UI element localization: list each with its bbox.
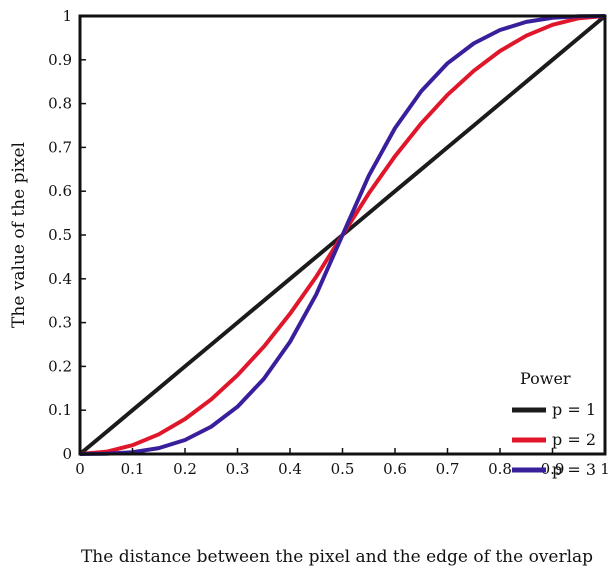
x-tick-label: 0.7 xyxy=(436,460,460,478)
y-tick-label: 0.9 xyxy=(48,51,72,69)
x-tick-label: 1 xyxy=(600,460,609,478)
y-tick-label: 0.6 xyxy=(48,182,72,200)
x-tick-label: 0 xyxy=(75,460,85,478)
plot-lines xyxy=(78,14,607,456)
y-tick-label: 0.2 xyxy=(48,357,72,375)
y-tick-label: 0.1 xyxy=(48,401,72,419)
y-axis-label: The value of the pixel xyxy=(9,142,29,328)
legend-label-p1: p = 1 xyxy=(552,400,596,419)
x-tick-label: 0.1 xyxy=(121,460,145,478)
series-line-p3 xyxy=(79,14,606,456)
legend: Power p = 1 p = 2 p = 3 xyxy=(512,369,596,479)
y-tick-label: 0.8 xyxy=(48,95,72,113)
y-tick-label: 0.3 xyxy=(48,314,72,332)
y-tick-label: 1 xyxy=(62,7,72,25)
x-axis-label: The distance between the pixel and the e… xyxy=(81,547,593,567)
x-tick-label: 0.3 xyxy=(226,460,250,478)
x-tick-label: 0.9 xyxy=(541,460,565,478)
x-tick-label: 0.4 xyxy=(278,460,302,478)
legend-label-p3: p = 3 xyxy=(552,460,596,479)
legend-label-p2: p = 2 xyxy=(552,430,596,449)
legend-title: Power xyxy=(520,369,571,388)
x-tick-label: 0.5 xyxy=(331,460,355,478)
x-axis-ticks: 0 0.1 0.2 0.3 0.4 0.5 0.6 0.7 0.8 0.9 1 xyxy=(75,448,609,478)
y-tick-label: 0.5 xyxy=(48,226,72,244)
y-tick-label: 0.4 xyxy=(48,270,72,288)
x-tick-label: 0.2 xyxy=(173,460,197,478)
y-axis-ticks: 0 0.1 0.2 0.3 0.4 0.5 0.6 0.7 0.8 0.9 1 xyxy=(48,7,86,463)
x-tick-label: 0.6 xyxy=(383,460,407,478)
x-tick-label: 0.8 xyxy=(488,460,512,478)
y-tick-label: 0 xyxy=(62,445,72,463)
y-tick-label: 0.7 xyxy=(48,138,72,156)
